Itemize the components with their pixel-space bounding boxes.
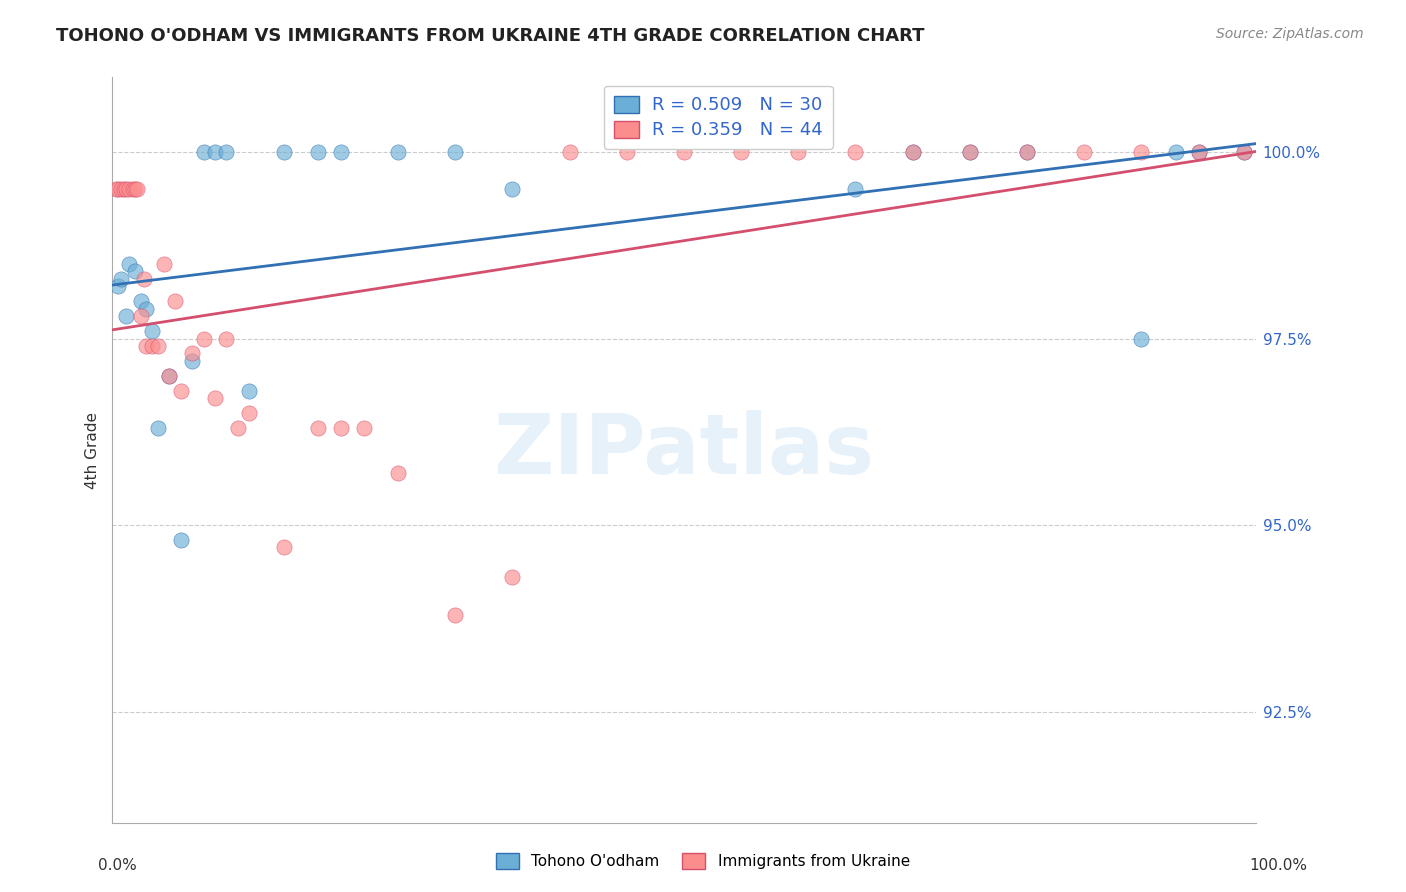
Point [135,339,157,353]
Point [616,145,638,159]
Point [112,182,135,196]
Point [387,145,409,159]
Point [353,421,375,435]
Legend: R = 0.509   N = 30, R = 0.359   N = 44: R = 0.509 N = 30, R = 0.359 N = 44 [603,86,832,149]
Point [107,182,129,196]
Point [157,368,180,383]
Point [501,182,523,196]
Point [1233,145,1256,159]
Legend: Tohono O'odham, Immigrants from Ukraine: Tohono O'odham, Immigrants from Ukraine [491,847,915,875]
Point [124,264,146,278]
Point [163,294,186,309]
Text: ZIPatlas: ZIPatlas [494,410,875,491]
Point [170,384,193,398]
Point [129,294,152,309]
Point [444,607,467,622]
Point [238,406,260,420]
Point [146,339,169,353]
Point [501,570,523,584]
Point [558,145,581,159]
Point [114,182,136,196]
Point [118,182,141,196]
Point [1130,145,1153,159]
Point [170,533,193,547]
Point [1164,145,1187,159]
Point [959,145,981,159]
Point [1015,145,1038,159]
Point [157,368,180,383]
Point [901,145,924,159]
Point [273,541,295,555]
Point [141,324,163,338]
Point [672,145,695,159]
Point [329,421,352,435]
Point [127,182,149,196]
Point [1187,145,1209,159]
Text: 0.0%: 0.0% [98,858,138,872]
Point [110,272,132,286]
Point [215,332,238,346]
Point [273,145,295,159]
Point [104,182,127,196]
Point [110,182,132,196]
Point [844,182,866,196]
Text: TOHONO O'ODHAM VS IMMIGRANTS FROM UKRAINE 4TH GRADE CORRELATION CHART: TOHONO O'ODHAM VS IMMIGRANTS FROM UKRAIN… [56,27,925,45]
Point [1130,332,1153,346]
Text: Source: ZipAtlas.com: Source: ZipAtlas.com [1216,27,1364,41]
Point [121,182,143,196]
Point [181,346,204,360]
Point [329,145,352,159]
Point [307,145,329,159]
Point [204,145,226,159]
Point [135,301,157,316]
Point [193,332,215,346]
Point [1233,145,1256,159]
Point [141,339,163,353]
Point [730,145,752,159]
Point [307,421,329,435]
Point [107,279,129,293]
Point [387,466,409,480]
Point [114,309,136,323]
Point [226,421,249,435]
Point [215,145,238,159]
Point [787,145,810,159]
Point [134,272,156,286]
Point [959,145,981,159]
Point [124,182,146,196]
Point [193,145,215,159]
Point [152,257,174,271]
Point [238,384,260,398]
Point [204,391,226,405]
Point [129,309,152,323]
Point [118,257,141,271]
Point [1187,145,1209,159]
Point [146,421,169,435]
Point [1015,145,1038,159]
Point [844,145,866,159]
Point [901,145,924,159]
Text: 100.0%: 100.0% [1250,858,1308,872]
Y-axis label: 4th Grade: 4th Grade [86,412,100,489]
Point [444,145,467,159]
Point [181,354,204,368]
Point [1073,145,1095,159]
